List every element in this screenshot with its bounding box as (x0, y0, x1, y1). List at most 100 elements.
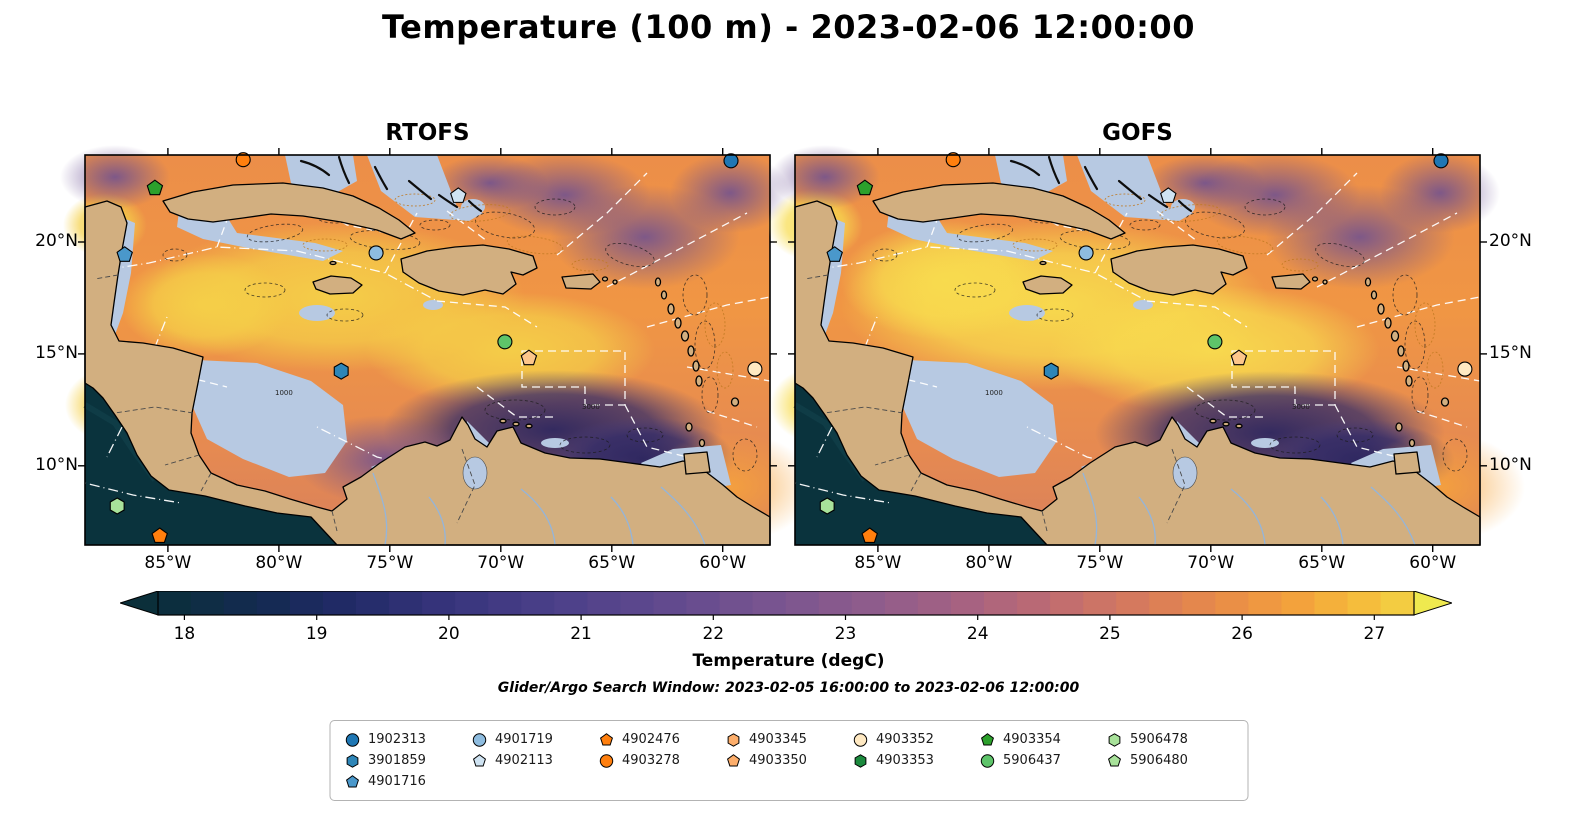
float-marker-circle (368, 245, 384, 261)
x-tick-label: 75°W (1076, 553, 1124, 573)
rivers (372, 472, 706, 546)
legend-item-5906480: 5906480 (1106, 753, 1233, 769)
platform-id: 4902113 (495, 753, 553, 768)
legend-item-1902313: 1902313 (344, 732, 471, 748)
legend-item-4903352: 4903352 (852, 732, 979, 748)
float-marker-hexagon (819, 497, 835, 515)
landmasses (794, 182, 1481, 546)
float-marker-circle (723, 153, 739, 169)
search-window-note: Glider/Argo Search Window: 2023-02-05 16… (497, 680, 1080, 696)
colorbar-gradient (118, 590, 1454, 620)
float-marker-circle (945, 152, 961, 168)
float-marker-pentagon (146, 179, 164, 196)
x-tick-label: 70°W (1187, 553, 1235, 573)
hexagon-marker-icon (727, 732, 739, 747)
pacific-ocean (795, 383, 1047, 545)
colorbar (118, 590, 1454, 621)
pentagon-marker-icon (980, 732, 994, 746)
pentagon-marker-icon (1107, 753, 1121, 767)
y-tick-label: 20°N (1489, 230, 1532, 251)
colorbar-tick-label: 24 (966, 624, 989, 644)
colorbar-tick-label: 21 (570, 624, 592, 644)
colorbar-tick-label: 22 (702, 624, 725, 644)
map-rtofs: 1000 3000 (60, 145, 815, 552)
contour-label: 1000 (275, 389, 293, 397)
platform-id: 1902313 (368, 732, 426, 747)
x-tick-label: 75°W (366, 553, 414, 573)
lake-maracaibo (1172, 456, 1198, 490)
circle-marker-icon (980, 753, 994, 768)
x-tick-label: 80°W (965, 553, 1013, 573)
legend-item-4901719: 4901719 (471, 732, 598, 748)
legend-item-5906437: 5906437 (979, 753, 1106, 769)
legend-item-4902476: 4902476 (598, 732, 725, 748)
maritime-boundaries (794, 172, 1481, 504)
float-marker-pentagon (1160, 187, 1177, 203)
x-tick-label: 80°W (255, 553, 303, 573)
colorbar-tick-label: 18 (173, 624, 196, 644)
platform-legend: 1902313 4901719 4902476 4903345 4903352 49033… (329, 720, 1248, 801)
rivers (1082, 472, 1416, 546)
legend-item-3901859: 3901859 (344, 753, 471, 769)
landmasses (84, 182, 771, 546)
float-marker-circle (1457, 361, 1473, 377)
hexagon-marker-icon (1108, 732, 1120, 747)
platform-id: 4903354 (1003, 732, 1061, 747)
platform-id: 4901716 (368, 774, 426, 789)
circle-marker-icon (472, 732, 486, 747)
float-marker-hexagon (1043, 362, 1059, 380)
y-tick-label: 10°N (1489, 454, 1532, 475)
x-tick-label: 65°W (1298, 553, 1346, 573)
float-marker-circle (1207, 334, 1223, 350)
y-tick-label: 10°N (35, 454, 78, 475)
lake-maracaibo (462, 456, 488, 490)
platform-id: 5906478 (1130, 732, 1188, 747)
colorbar-tick-label: 19 (305, 624, 328, 644)
y-tick-label: 15°N (1489, 342, 1532, 363)
float-marker-pentagon (1230, 349, 1248, 366)
hexagon-marker-icon (346, 753, 358, 768)
float-marker-pentagon (826, 246, 843, 262)
colorbar-label: Temperature (degC) (692, 651, 885, 671)
pentagon-marker-icon (599, 732, 613, 746)
float-marker-circle (235, 152, 251, 168)
y-tick-label: 15°N (35, 342, 78, 363)
colorbar-tick-label: 26 (1231, 624, 1253, 644)
legend-item-4903353: 4903353 (852, 753, 979, 769)
platform-id: 3901859 (368, 753, 426, 768)
legend-item-4903278: 4903278 (598, 753, 725, 769)
float-marker-pentagon (116, 246, 133, 262)
colorbar-tick-label: 20 (438, 624, 460, 644)
float-marker-circle (747, 361, 763, 377)
platform-id: 5906480 (1130, 753, 1188, 768)
float-marker-pentagon (151, 527, 168, 544)
colorbar-tick-label: 27 (1363, 624, 1386, 644)
float-marker-circle (1433, 153, 1449, 169)
legend-item-4903345: 4903345 (725, 732, 852, 748)
legend-item-4901716: 4901716 (344, 774, 471, 790)
pentagon-marker-icon (726, 753, 740, 767)
x-tick-label: 65°W (588, 553, 636, 573)
platform-id: 4901719 (495, 732, 553, 747)
pentagon-marker-icon (345, 774, 359, 788)
panel-title-rtofs: RTOFS (385, 120, 470, 146)
float-marker-circle (497, 334, 513, 350)
figure-title: Temperature (100 m) - 2023-02-06 12:00:0… (382, 8, 1195, 46)
float-marker-hexagon (333, 362, 349, 380)
platform-id: 4903353 (876, 753, 934, 768)
float-marker-pentagon (450, 187, 467, 203)
contour-label: 3000 (582, 403, 600, 411)
circle-marker-icon (345, 732, 359, 747)
circle-marker-icon (599, 753, 613, 768)
float-marker-pentagon (861, 527, 878, 544)
y-tick-label: 20°N (35, 230, 78, 251)
platform-id: 4903352 (876, 732, 934, 747)
legend-item-4903354: 4903354 (979, 732, 1106, 748)
platform-id: 4903345 (749, 732, 807, 747)
country-borders (804, 274, 1186, 532)
float-marker-hexagon (109, 497, 125, 515)
float-marker-pentagon (520, 349, 538, 366)
map-gofs: 1000 3000 (767, 145, 1525, 552)
float-marker-circle (1078, 245, 1094, 261)
bahamas-islands (1009, 155, 1193, 213)
